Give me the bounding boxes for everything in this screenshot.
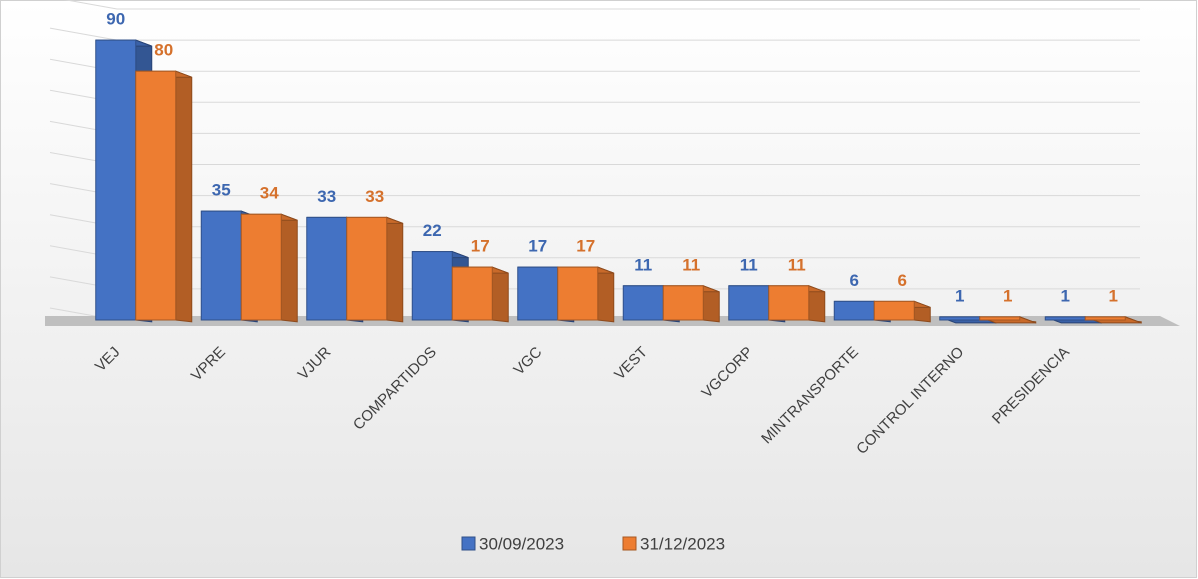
data-label: 1: [955, 286, 964, 305]
data-label: 6: [898, 271, 907, 290]
bar: [411, 251, 453, 321]
bar: [517, 266, 559, 321]
bar: [306, 216, 348, 321]
legend-swatch: [461, 536, 476, 551]
legend-label: 31/12/2023: [640, 534, 725, 553]
bar-side: [175, 70, 193, 323]
data-label: 11: [682, 255, 700, 274]
bar: [622, 285, 664, 321]
data-label: 11: [740, 255, 758, 274]
data-label: 22: [423, 221, 442, 240]
data-label: 1: [1109, 286, 1118, 305]
grid-line: [49, 27, 118, 41]
bar: [939, 316, 981, 321]
data-label: 1: [1003, 286, 1012, 305]
grid-line: [63, 0, 118, 10]
data-label: 11: [788, 255, 806, 274]
bar: [873, 300, 915, 321]
data-label: 17: [576, 237, 595, 256]
data-label: 17: [471, 237, 490, 256]
bar: [662, 285, 704, 321]
bar: [768, 285, 810, 321]
data-label: 33: [365, 187, 384, 206]
bar-side: [280, 213, 298, 323]
bar: [240, 213, 282, 321]
bar-side: [491, 266, 509, 323]
bar-side: [597, 266, 615, 323]
data-label: 6: [850, 271, 859, 290]
data-label: 1: [1061, 286, 1070, 305]
data-label: 17: [528, 237, 547, 256]
legend-swatch: [622, 536, 637, 551]
bar-side: [386, 216, 404, 323]
bar: [200, 210, 242, 321]
data-label: 11: [634, 255, 652, 274]
bar: [1044, 316, 1086, 321]
bar: [728, 285, 770, 321]
bar: [833, 300, 875, 321]
data-label: 80: [154, 41, 173, 60]
bar: [557, 266, 599, 321]
bar: [346, 216, 388, 321]
bar: [451, 266, 493, 321]
legend-label: 30/09/2023: [479, 534, 564, 553]
data-label: 34: [260, 184, 279, 203]
data-label: 90: [106, 10, 125, 29]
bar: [1084, 316, 1126, 321]
bar: [135, 70, 177, 321]
bar: [979, 316, 1021, 321]
bar: [95, 39, 137, 321]
data-label: 33: [317, 187, 336, 206]
data-label: 35: [212, 181, 231, 200]
